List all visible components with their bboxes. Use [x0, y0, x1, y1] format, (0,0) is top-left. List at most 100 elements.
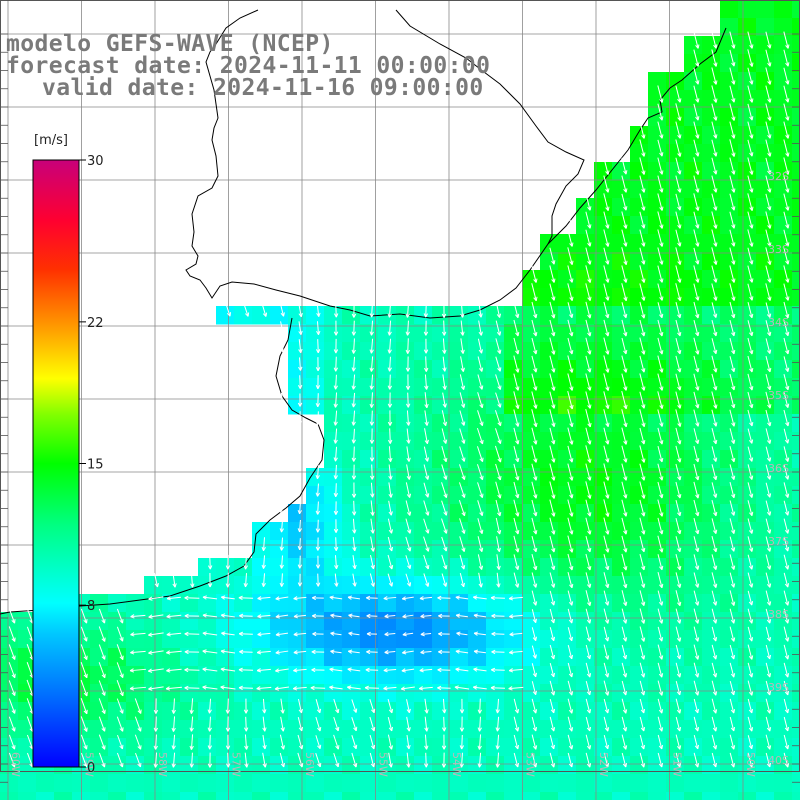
wind-arrow	[765, 482, 772, 498]
speed-cell	[792, 216, 800, 235]
wind-arrow	[747, 355, 754, 373]
speed-cell	[18, 756, 37, 775]
speed-cell	[594, 756, 613, 775]
wind-arrow	[729, 229, 736, 247]
speed-cell	[702, 684, 721, 703]
speed-cell	[468, 450, 487, 469]
speed-cell	[630, 252, 649, 271]
wind-arrow	[261, 573, 266, 587]
wind-arrow	[693, 391, 700, 409]
speed-cell	[504, 576, 523, 595]
wind-arrow	[477, 716, 482, 732]
speed-cell	[450, 450, 469, 469]
speed-cell	[432, 450, 451, 469]
speed-cell	[720, 648, 739, 667]
wind-arrow	[8, 626, 16, 642]
speed-cell	[540, 450, 559, 469]
wind-arrow	[513, 716, 520, 732]
uruguay-brazil-coastline	[185, 27, 727, 319]
wind-arrow	[747, 85, 754, 103]
wind-arrow	[459, 374, 466, 390]
speed-cell	[486, 666, 505, 685]
speed-cell	[252, 594, 271, 613]
wind-arrow	[513, 319, 520, 337]
wind-arrow	[567, 211, 574, 229]
wind-arrow	[279, 752, 286, 768]
speed-cell	[666, 144, 685, 163]
wind-arrow	[585, 626, 592, 642]
speed-cell	[378, 594, 397, 613]
speed-cell	[720, 378, 739, 397]
speed-cell	[0, 720, 19, 739]
wind-arrow	[405, 573, 412, 587]
wind-arrow	[549, 662, 556, 678]
wind-arrow	[257, 614, 271, 619]
speed-cell	[288, 306, 307, 325]
speed-cell	[324, 486, 343, 505]
wind-arrow	[473, 595, 487, 600]
speed-cell	[558, 396, 577, 415]
speed-cell	[216, 576, 235, 595]
longitude-label: 60W	[9, 752, 22, 777]
speed-cell	[270, 306, 289, 325]
wind-arrow	[639, 445, 646, 463]
speed-cell	[180, 756, 199, 775]
speed-cell	[684, 684, 703, 703]
speed-cell	[774, 396, 793, 415]
speed-cell	[234, 576, 253, 595]
wind-arrow	[567, 229, 574, 247]
speed-cell	[414, 702, 433, 721]
wind-arrow	[387, 518, 394, 534]
speed-cell	[702, 504, 721, 523]
wind-arrow	[603, 698, 610, 714]
speed-cell	[630, 684, 649, 703]
speed-cell	[450, 360, 469, 379]
wind-arrow	[347, 667, 361, 672]
speed-cell	[558, 630, 577, 649]
speed-cell	[774, 216, 793, 235]
wind-arrow	[621, 157, 628, 175]
speed-cell	[504, 324, 523, 343]
speed-cell	[792, 270, 800, 289]
speed-cell	[594, 288, 613, 307]
wind-arrow	[98, 662, 106, 679]
speed-cell	[378, 324, 397, 343]
wind-arrow	[765, 680, 772, 696]
speed-cell	[504, 504, 523, 523]
speed-cell	[684, 612, 703, 631]
wind-arrow	[729, 67, 736, 85]
wind-arrow	[352, 555, 357, 570]
wind-arrow	[491, 667, 505, 673]
wind-arrow	[621, 391, 628, 410]
wind-arrow	[783, 139, 790, 157]
speed-cell	[522, 504, 541, 523]
wind-arrow	[693, 680, 700, 696]
speed-cell	[378, 540, 397, 559]
wind-arrow	[567, 680, 574, 696]
wind-arrow	[729, 373, 736, 391]
speed-cell	[756, 252, 775, 271]
wind-arrow	[657, 103, 664, 121]
speed-cell	[432, 504, 451, 523]
wind-arrow	[441, 554, 448, 570]
longitude-label: 58W	[156, 752, 169, 777]
speed-cell	[630, 144, 649, 163]
wind-arrow	[765, 626, 772, 642]
speed-cell	[540, 738, 559, 757]
wind-arrow	[765, 590, 772, 606]
speed-cell	[378, 720, 397, 739]
speed-cell	[540, 792, 559, 800]
speed-cell	[468, 306, 487, 325]
speed-cell	[702, 108, 721, 127]
speed-cell	[324, 468, 343, 487]
wind-arrow	[549, 517, 556, 535]
wind-arrow	[402, 650, 414, 655]
speed-cell	[360, 756, 379, 775]
speed-cell	[180, 594, 199, 613]
speed-cell	[558, 612, 577, 631]
speed-cell	[702, 774, 721, 793]
speed-cell	[216, 666, 235, 685]
wind-arrow	[747, 680, 754, 696]
speed-cell	[18, 630, 37, 649]
speed-cell	[630, 522, 649, 541]
